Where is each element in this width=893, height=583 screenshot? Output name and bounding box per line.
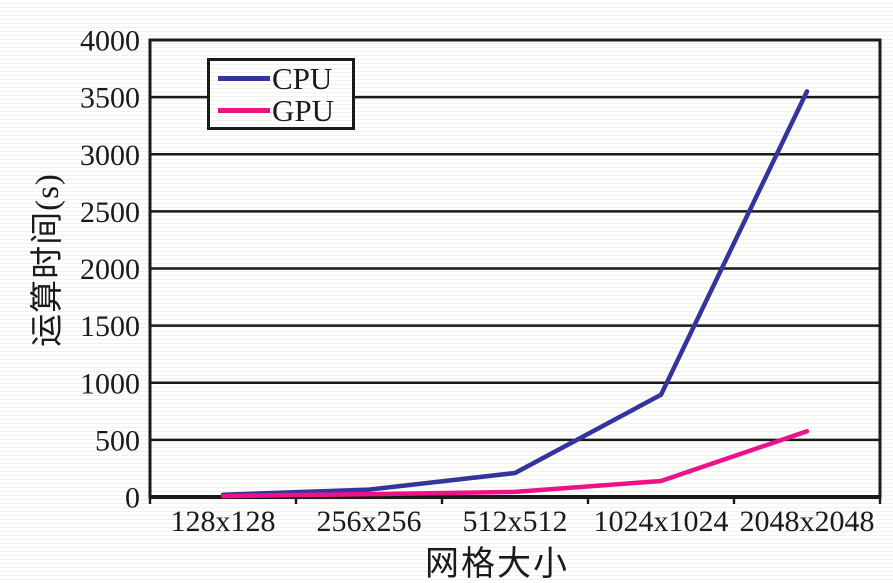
series-line-gpu bbox=[220, 429, 810, 499]
legend: CPU GPU bbox=[207, 58, 355, 130]
legend-item-gpu: GPU bbox=[218, 94, 352, 126]
y-tick-label: 1500 bbox=[80, 310, 140, 343]
y-tick-label: 500 bbox=[95, 424, 140, 457]
legend-line-swatch bbox=[218, 107, 270, 113]
x-tick-label: 2048x2048 bbox=[740, 505, 875, 538]
legend-item-cpu: CPU bbox=[218, 62, 352, 94]
legend-line-swatch bbox=[218, 75, 270, 81]
x-axis-title: 网格大小 bbox=[425, 546, 569, 583]
legend-label: GPU bbox=[272, 92, 335, 128]
legend-label: CPU bbox=[272, 60, 333, 96]
y-tick-label: 1000 bbox=[80, 367, 140, 400]
y-axis-title: 运算时间(s) bbox=[30, 173, 66, 347]
series-line-cpu bbox=[220, 89, 810, 497]
y-tick-label: 0 bbox=[125, 482, 140, 515]
y-tick-label: 2000 bbox=[80, 253, 140, 286]
y-tick-label: 3000 bbox=[80, 139, 140, 172]
x-tick-label: 256x256 bbox=[317, 505, 422, 538]
x-tick-label: 512x512 bbox=[463, 505, 568, 538]
y-tick-label: 4000 bbox=[80, 25, 140, 58]
y-tick-label: 3500 bbox=[80, 82, 140, 115]
x-tick-label: 1024x1024 bbox=[594, 505, 729, 538]
y-tick-label: 2500 bbox=[80, 196, 140, 229]
x-tick-label: 128x128 bbox=[171, 505, 276, 538]
